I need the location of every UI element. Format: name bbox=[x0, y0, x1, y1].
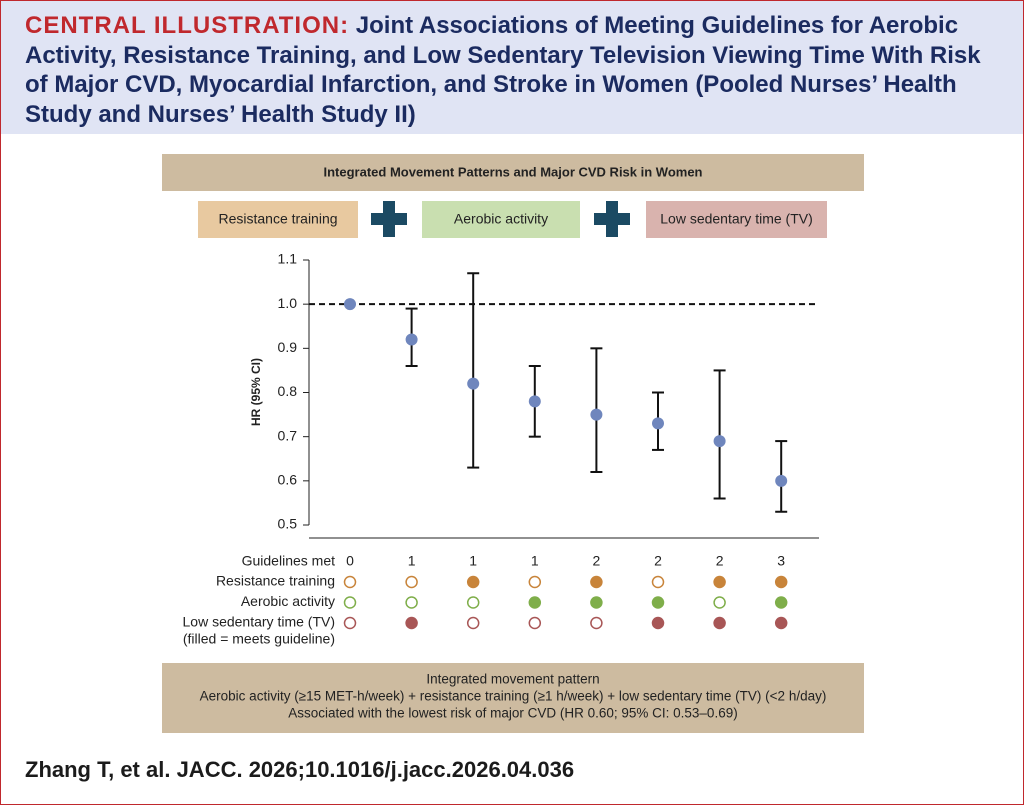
indicator-dot bbox=[590, 616, 603, 630]
point bbox=[344, 298, 356, 311]
indicator-label: Aerobic activity bbox=[241, 593, 335, 609]
panel-title-bg bbox=[162, 154, 864, 191]
indicator-dot bbox=[713, 575, 726, 589]
y-tick-label: 0.8 bbox=[278, 383, 298, 399]
indicator-label: Resistance training bbox=[216, 573, 335, 589]
x-tick-label: 0 bbox=[346, 553, 354, 569]
indicator-dot bbox=[713, 596, 726, 609]
indicator-dot bbox=[405, 616, 418, 630]
indicator-dot bbox=[651, 596, 665, 609]
indicator-dot bbox=[405, 596, 418, 609]
summary-box bbox=[162, 663, 864, 733]
indicator-dot bbox=[343, 575, 357, 589]
x-tick-label: 2 bbox=[593, 553, 601, 569]
component-box bbox=[422, 201, 580, 238]
point bbox=[652, 417, 664, 430]
y-tick-label: 0.5 bbox=[278, 516, 298, 532]
indicator-dot bbox=[466, 616, 480, 630]
component-label: Resistance training bbox=[218, 211, 337, 227]
y-tick-label: 1.0 bbox=[278, 295, 298, 311]
indicator-dot bbox=[774, 616, 788, 630]
header-text: CENTRAL ILLUSTRATION: Joint Associations… bbox=[25, 11, 1000, 129]
indicator-dot bbox=[343, 616, 357, 630]
indicator-dot bbox=[466, 596, 480, 609]
x-tick-label: 2 bbox=[654, 553, 662, 569]
indicator-label: Low sedentary time (TV) bbox=[183, 614, 336, 630]
x-tick-label: 2 bbox=[716, 553, 724, 569]
indicator-dot bbox=[405, 575, 418, 589]
y-tick-label: 0.9 bbox=[278, 339, 298, 355]
indicator-dot bbox=[343, 596, 357, 609]
component-label: Aerobic activity bbox=[454, 211, 548, 227]
point bbox=[528, 395, 541, 408]
indicator-dot bbox=[651, 616, 665, 630]
x-axis-label: Guidelines met bbox=[242, 553, 335, 569]
component-box bbox=[646, 201, 827, 238]
point bbox=[405, 333, 418, 346]
citation: Zhang T, et al. JACC. 2026;10.1016/j.jac… bbox=[25, 757, 575, 782]
indicator-dot bbox=[590, 575, 603, 589]
y-axis-label: HR (95% CI) bbox=[249, 358, 263, 426]
point bbox=[775, 474, 788, 487]
header-label: CENTRAL ILLUSTRATION: bbox=[25, 12, 350, 39]
component-box bbox=[198, 201, 358, 238]
y-tick-label: 1.1 bbox=[278, 251, 298, 267]
header: CENTRAL ILLUSTRATION: Joint Associations… bbox=[1, 1, 1023, 134]
summary-line: Associated with the lowest risk of major… bbox=[288, 706, 737, 721]
indicator-dot bbox=[713, 616, 726, 630]
x-tick-label: 1 bbox=[408, 553, 416, 569]
header-title: Joint Associations of Meeting Guidelines… bbox=[25, 12, 981, 128]
x-tick-label: 3 bbox=[777, 553, 785, 569]
y-tick-label: 0.6 bbox=[278, 472, 298, 488]
indicator-dot bbox=[528, 596, 542, 609]
indicator-dot bbox=[774, 575, 788, 589]
indicator-dot bbox=[528, 616, 542, 630]
plus-icon bbox=[606, 201, 618, 237]
x-tick-label: 1 bbox=[531, 553, 539, 569]
point bbox=[713, 435, 726, 448]
plus-icon bbox=[383, 201, 395, 237]
indicator-dot bbox=[590, 596, 603, 609]
indicator-dot bbox=[466, 575, 480, 589]
indicator-note: (filled = meets guideline) bbox=[183, 631, 335, 647]
point bbox=[467, 377, 480, 390]
y-tick-label: 0.7 bbox=[278, 427, 298, 443]
indicator-dot bbox=[774, 596, 788, 609]
point bbox=[590, 408, 603, 421]
indicator-dot bbox=[528, 575, 542, 589]
indicator-dot bbox=[651, 575, 665, 589]
summary-line: Integrated movement pattern bbox=[426, 672, 599, 687]
panel-title: Integrated Movement Patterns and Major C… bbox=[324, 164, 703, 179]
summary-line: Aerobic activity (≥15 MET-h/week) + resi… bbox=[200, 689, 827, 704]
component-label: Low sedentary time (TV) bbox=[660, 211, 813, 227]
x-tick-label: 1 bbox=[469, 553, 477, 569]
